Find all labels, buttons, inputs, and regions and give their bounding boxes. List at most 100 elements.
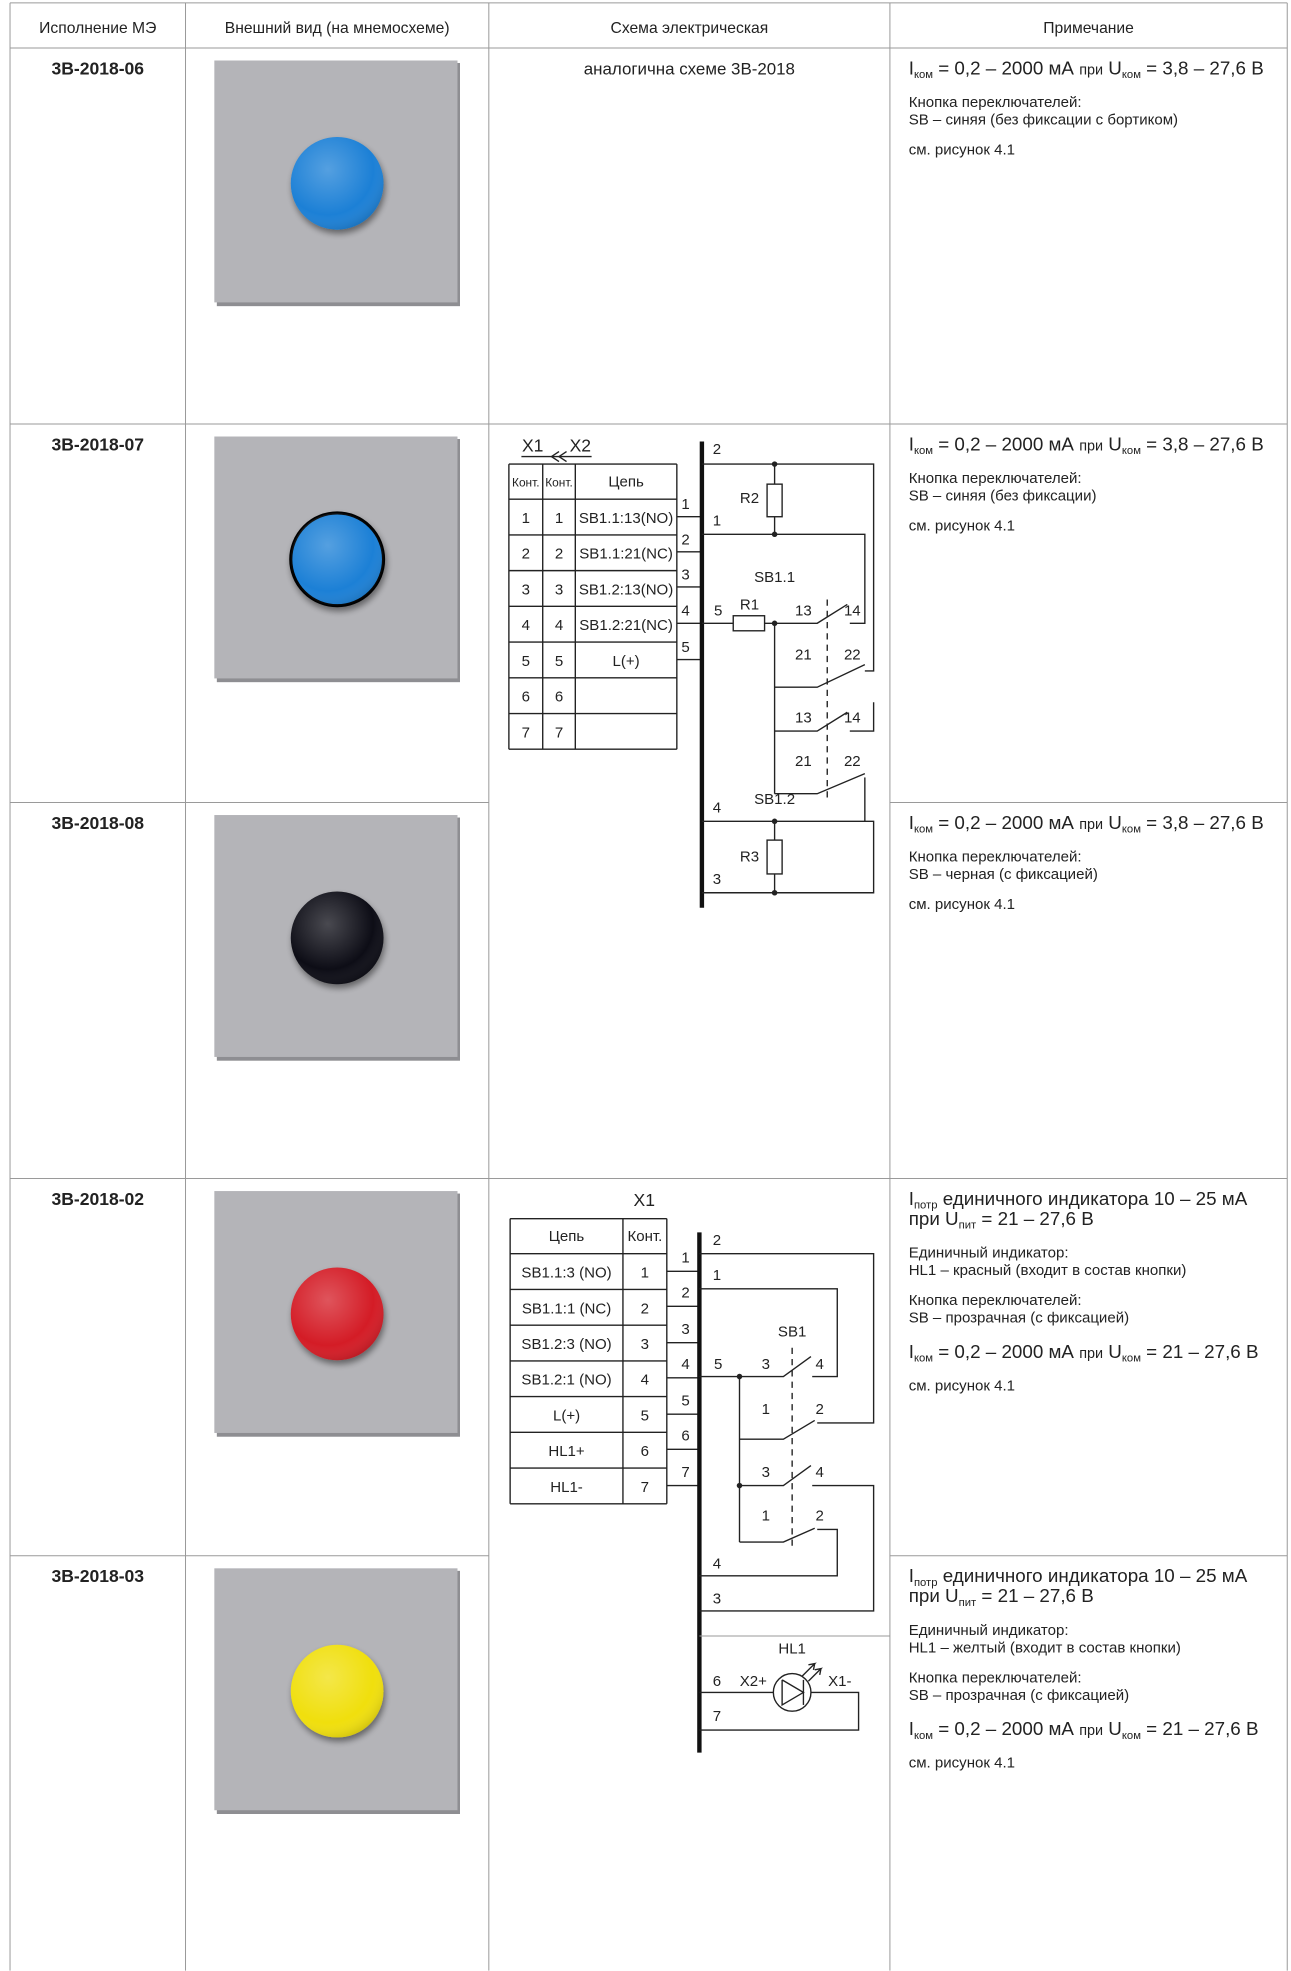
labels: 21 xyxy=(795,753,812,770)
wires-in: 5 xyxy=(681,1392,689,1409)
table-cell: SB1.2:1 (NO) xyxy=(521,1372,611,1389)
note-formula: при Uпит = 21 – 27,6 В xyxy=(909,1585,1094,1609)
note-part: = 0,2 – 2000 мА xyxy=(933,57,1079,78)
table-cell: 1 xyxy=(522,510,530,527)
table-cell: 5 xyxy=(522,653,530,670)
button-shine xyxy=(290,1644,384,1738)
note-part: ком xyxy=(1122,1353,1141,1365)
table-cell: HL1- xyxy=(550,1479,583,1496)
button-shine xyxy=(290,1267,384,1361)
table-header: Конт. xyxy=(545,476,573,490)
table-cell: 1 xyxy=(641,1265,649,1282)
note-part: = 0,2 – 2000 мА xyxy=(933,812,1079,833)
note-part: = 0,2 – 2000 мА xyxy=(933,433,1079,454)
note-formula: Iком = 0,2 – 2000 мА при Uком = 3,8 – 27… xyxy=(909,57,1264,81)
note-part: ком xyxy=(1122,824,1141,836)
wire xyxy=(774,664,866,688)
wires-out: 5 xyxy=(714,603,722,620)
wires-out: 7 xyxy=(713,1708,721,1725)
table-cell: 3 xyxy=(522,581,530,598)
note-part: при xyxy=(1079,62,1103,78)
note-line: Кнопка переключателей: xyxy=(909,470,1082,487)
note-part: при U xyxy=(909,1585,959,1606)
table-cell: SB1.2:13(NO) xyxy=(579,581,673,598)
labels: 4 xyxy=(816,1356,824,1373)
wires-out: 4 xyxy=(713,1555,721,1572)
wire xyxy=(739,1419,816,1440)
row-id: 3В-2018-03 xyxy=(51,1566,144,1586)
wires-in: 7 xyxy=(681,1464,689,1481)
resistor xyxy=(766,483,783,518)
note-part: I xyxy=(909,1188,914,1209)
labels: 22 xyxy=(844,753,861,770)
table-cell: 2 xyxy=(555,546,563,563)
node xyxy=(736,1482,743,1489)
note-formula: Iпотр единичного индикатора 10 – 25 мА xyxy=(909,1188,1248,1212)
row-id: 3В-2018-02 xyxy=(51,1189,144,1209)
labels: SB1.1 xyxy=(754,569,795,586)
wire xyxy=(701,463,875,672)
resistor xyxy=(766,839,783,875)
note-formula: при Uпит = 21 – 27,6 В xyxy=(909,1208,1094,1232)
node xyxy=(771,531,778,538)
wires-in: 2 xyxy=(681,1285,689,1302)
note-line: SB – синяя (без фиксации) xyxy=(909,487,1097,504)
table-cell: SB1.1:13(NO) xyxy=(579,510,673,527)
node xyxy=(736,1373,743,1380)
wires-out: 1 xyxy=(713,513,721,530)
table-cell: 3 xyxy=(641,1336,649,1353)
wire xyxy=(699,1288,838,1378)
column-header: Схема электрическая xyxy=(611,20,769,37)
table-header: Цепь xyxy=(608,474,644,491)
note-part: I xyxy=(909,812,914,833)
node xyxy=(771,818,778,825)
note-part: потр xyxy=(914,1577,938,1589)
note-part: = 3,8 – 27,6 В xyxy=(1141,57,1264,78)
wires-in: 1 xyxy=(681,496,689,513)
labels: X1- xyxy=(828,1673,851,1690)
note-part: I xyxy=(909,433,914,454)
note-part: ком xyxy=(914,1730,933,1742)
note-part: пит xyxy=(959,1220,977,1232)
note-part: ком xyxy=(914,824,933,836)
labels: R1 xyxy=(740,596,759,613)
wires-out: 2 xyxy=(713,1232,721,1249)
table-cell: 6 xyxy=(641,1443,649,1460)
note-part: = 3,8 – 27,6 В xyxy=(1141,433,1264,454)
table-cell: 4 xyxy=(522,617,530,634)
wires-out: 5 xyxy=(714,1356,722,1373)
note-part: при xyxy=(1079,1723,1103,1739)
table-cell: 5 xyxy=(641,1407,649,1424)
table-cell: 4 xyxy=(641,1372,649,1389)
table-header: Конт. xyxy=(512,476,540,490)
note-line: HL1 – красный (входит в состав кнопки) xyxy=(909,1262,1187,1279)
connectors: X1 xyxy=(634,1190,655,1210)
note-part: ком xyxy=(914,1353,933,1365)
note-line: Единичный индикатор: xyxy=(909,1244,1069,1261)
wires-out: 2 xyxy=(713,441,721,458)
wires-out: 1 xyxy=(713,1267,721,1284)
note-part: ком xyxy=(914,69,933,81)
table-cell: 2 xyxy=(641,1300,649,1317)
node xyxy=(771,461,778,467)
labels: 22 xyxy=(844,647,861,664)
wire xyxy=(699,1484,875,1612)
note-part: пит xyxy=(959,1597,977,1609)
wires-in: 2 xyxy=(681,531,689,548)
note-line: Кнопка переключателей: xyxy=(909,94,1082,111)
note-line: Кнопка переключателей: xyxy=(909,848,1082,865)
indicator xyxy=(772,1672,812,1712)
note-part: при xyxy=(1079,1346,1103,1362)
note-line: Кнопка переключателей: xyxy=(909,1292,1082,1309)
wires-out: 4 xyxy=(713,800,721,817)
table-cell: 2 xyxy=(522,546,530,563)
wires-in: 4 xyxy=(681,1356,689,1373)
wires-in: 5 xyxy=(681,639,689,656)
indicator-diode xyxy=(781,1679,805,1707)
labels: X2+ xyxy=(740,1673,767,1690)
labels: 3 xyxy=(762,1464,770,1481)
note-part: U xyxy=(1103,57,1122,78)
note-line: Единичный индикатор: xyxy=(909,1622,1069,1639)
note-formula: Iком = 0,2 – 2000 мА при Uком = 21 – 27,… xyxy=(909,1341,1259,1365)
column-header: Примечание xyxy=(1043,20,1134,37)
